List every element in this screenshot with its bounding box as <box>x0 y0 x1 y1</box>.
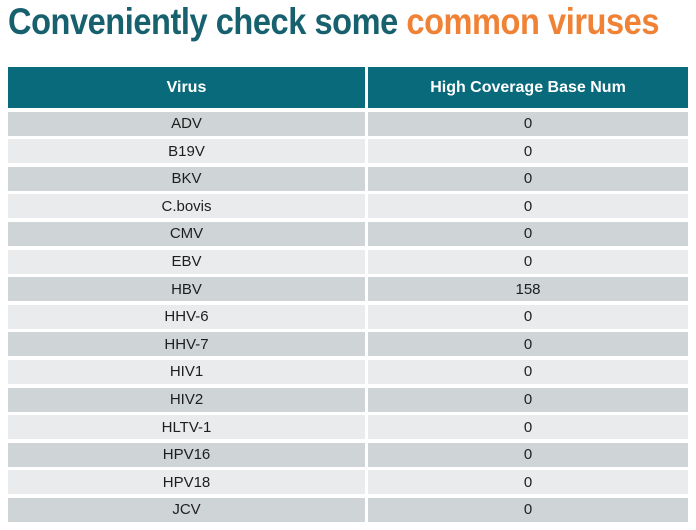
value-cell: 0 <box>368 415 688 440</box>
virus-cell: HLTV-1 <box>8 415 365 440</box>
virus-cell: HIV2 <box>8 387 365 412</box>
virus-cell: ADV <box>8 111 365 136</box>
virus-cell: HBV <box>8 277 365 302</box>
value-cell: 0 <box>368 304 688 329</box>
value-cell: 0 <box>368 387 688 412</box>
value-cell: 0 <box>368 359 688 384</box>
value-cell: 0 <box>368 166 688 191</box>
virus-cell: B19V <box>8 139 365 164</box>
value-cell: 0 <box>368 139 688 164</box>
value-cell: 0 <box>368 194 688 219</box>
virus-cell: BKV <box>8 166 365 191</box>
virus-cell: HPV18 <box>8 470 365 495</box>
virus-cell: HHV-6 <box>8 304 365 329</box>
value-cell: 0 <box>368 111 688 136</box>
virus-cell: HPV16 <box>8 442 365 467</box>
value-cell: 0 <box>368 497 688 522</box>
page-title-teal-part: Conveniently check some <box>8 1 407 42</box>
virus-cell: CMV <box>8 221 365 246</box>
page-title-orange-part: common viruses <box>406 1 660 42</box>
virus-cell: JCV <box>8 497 365 522</box>
value-cell: 0 <box>368 249 688 274</box>
value-cell: 0 <box>368 221 688 246</box>
table-header-high-coverage-base-num: High Coverage Base Num <box>368 67 688 108</box>
value-cell: 158 <box>368 277 688 302</box>
virus-cell: HHV-7 <box>8 332 365 357</box>
value-cell: 0 <box>368 442 688 467</box>
page-title: Conveniently check some common viruses <box>8 0 659 44</box>
virus-cell: EBV <box>8 249 365 274</box>
virus-cell: HIV1 <box>8 359 365 384</box>
virus-table: Virus High Coverage Base Num ADV 0 B19V 0 BK… <box>8 67 688 522</box>
virus-cell: C.bovis <box>8 194 365 219</box>
table-header-virus: Virus <box>8 67 365 108</box>
value-cell: 0 <box>368 470 688 495</box>
value-cell: 0 <box>368 332 688 357</box>
